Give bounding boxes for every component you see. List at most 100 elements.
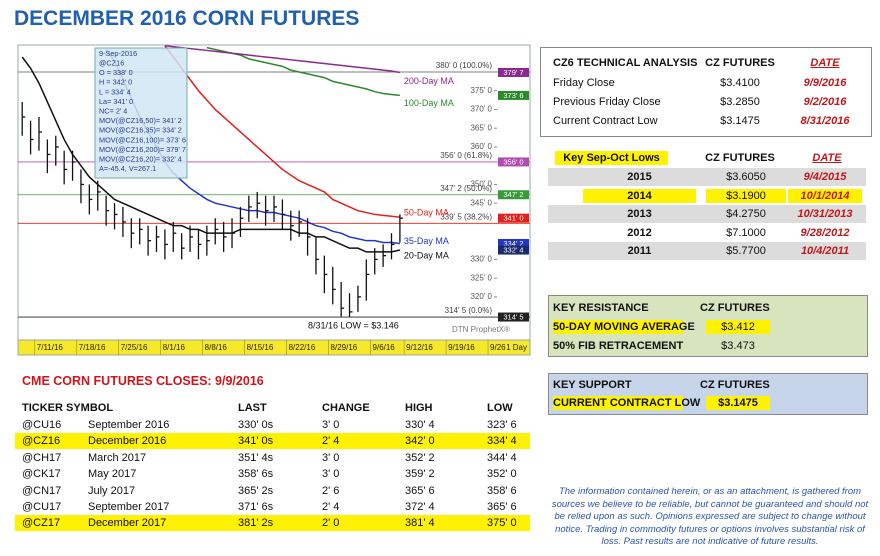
- x-tick-label: 7/25/16: [121, 343, 148, 352]
- table-cell: $3.1900: [706, 188, 786, 203]
- price-flag-label: 347' 2: [503, 190, 523, 199]
- fib-label: 314' 5 (0.0%): [445, 306, 493, 315]
- table-cell: $3.1475: [720, 115, 760, 127]
- table-cell: 371' 6s: [238, 501, 274, 513]
- table-cell: 375' 0: [487, 517, 517, 530]
- table-cell: 2014: [583, 188, 696, 203]
- price-flag: [498, 157, 529, 167]
- table-cell: 352' 2: [405, 451, 435, 464]
- info-line: @CZ16: [99, 59, 124, 68]
- table-cell: $3.1475: [706, 396, 770, 410]
- moving-average-label: 35-Day MA: [404, 236, 449, 246]
- table-cell: 358' 6: [487, 484, 517, 497]
- table-cell: September 2016: [88, 419, 170, 431]
- table-cell: 2015: [627, 171, 652, 183]
- highlight-row: [15, 433, 530, 450]
- moving-average-label: 100-Day MA: [404, 98, 454, 108]
- table-cell: 359' 2: [405, 468, 435, 481]
- table-cell: 334' 4: [487, 435, 517, 448]
- price-flag-label: 332' 4: [503, 246, 523, 255]
- info-line: MOV(@CZ16,35)= 334' 2: [99, 126, 182, 135]
- fib-label: 356' 0 (61.8%): [440, 151, 492, 160]
- table-cell: 9/9/2016: [803, 77, 847, 89]
- y-tick-label: 320' 0: [470, 292, 492, 301]
- price-flag: [498, 238, 529, 248]
- table-cell: 330' 4: [405, 419, 435, 431]
- moving-average-label: 20-Day MA: [404, 250, 449, 260]
- table-cell: 2013: [627, 208, 652, 220]
- info-line: O = 338' 0: [99, 68, 133, 77]
- table-row-background: [548, 242, 866, 260]
- x-tick-label: 8/29/16: [331, 343, 358, 352]
- info-line: MOV(@CZ16,20)= 332' 4: [99, 155, 182, 164]
- table-header: DATE: [810, 57, 840, 69]
- table-cell: @CZ16: [22, 435, 61, 448]
- table-cell: 2011: [627, 245, 652, 257]
- closes-title: CME CORN FUTURES CLOSES: 9/9/2016: [22, 374, 264, 388]
- table-cell: 2012: [627, 226, 652, 239]
- x-tick-label: 9/6/16: [373, 343, 396, 352]
- table-cell: March 2017: [88, 451, 147, 464]
- table-cell: Current Contract Low: [553, 115, 658, 127]
- table-cell: 352' 0: [487, 468, 517, 481]
- table-cell: @CH17: [22, 451, 62, 464]
- y-tick-label: 345' 0: [470, 198, 492, 207]
- x-tick-label: 8/15/16: [247, 343, 274, 352]
- price-flag: [498, 213, 529, 223]
- table-cell: $3.473: [721, 340, 755, 352]
- table-cell: 3' 0: [322, 451, 340, 464]
- table-cell: @CZ17: [22, 517, 61, 530]
- table-header: CZ FUTURES: [700, 379, 770, 391]
- table-header: LOW: [487, 402, 513, 414]
- table-cell: $7.1000: [726, 226, 766, 239]
- price-flag: [498, 190, 529, 200]
- table-cell: $3.412: [706, 320, 770, 334]
- price-flag-label: 373' 6: [503, 91, 523, 100]
- table-cell: $4.2750: [726, 208, 766, 220]
- table-cell: 9/28/2012: [800, 226, 850, 239]
- table-cell: 358' 6s: [238, 468, 274, 481]
- table-cell: 365' 2s: [238, 484, 274, 497]
- table-cell: $3.4100: [720, 77, 760, 89]
- table-header: CHANGE: [322, 402, 370, 414]
- table-header: CZ6 TECHNICAL ANALYSIS: [553, 57, 698, 69]
- moving-average-label: 50-Day MA: [404, 208, 449, 218]
- table-cell: $5.7700: [726, 245, 766, 257]
- moving-average-line: [164, 45, 401, 74]
- table-header: LAST: [238, 402, 267, 414]
- table-cell: May 2017: [88, 468, 137, 481]
- x-tick-label: 8/22/16: [289, 343, 316, 352]
- table-header: Key Sep-Oct Lows: [555, 151, 668, 165]
- table-cell: $3.6050: [726, 171, 766, 183]
- price-flag-label: 356' 0: [503, 157, 523, 166]
- y-tick-label: 365' 0: [470, 123, 492, 132]
- y-tick-label: 370' 0: [470, 105, 492, 114]
- highlight-row: [15, 515, 530, 532]
- y-tick-label: 325' 0: [470, 273, 492, 282]
- table-cell: Friday Close: [553, 77, 615, 89]
- page-title: DECEMBER 2016 CORN FUTURES: [14, 7, 360, 30]
- y-tick-label: 375' 0: [470, 86, 492, 95]
- table-cell: 9/4/2015: [803, 171, 847, 183]
- table-cell: July 2017: [88, 484, 136, 497]
- x-tick-label: 8/1/16: [163, 343, 186, 352]
- low-annotation: 8/31/16 LOW = $3.146: [308, 320, 399, 330]
- price-flag: [498, 245, 529, 255]
- price-flag: [498, 67, 529, 77]
- table-header: CZ FUTURES: [705, 57, 775, 69]
- chart: 380' 0 (100.0%) 356' 0 (61.8%) 347' 2 (50.…: [17, 44, 531, 356]
- moving-average-label: 200-Day MA: [404, 76, 454, 86]
- info-line: 9-Sep-2016: [99, 49, 137, 58]
- table-cell: 50-DAY MOVING AVERAGE: [553, 320, 695, 334]
- fib-label: 339' 5 (38.2%): [440, 212, 492, 221]
- table-cell: 365' 6: [487, 501, 517, 513]
- table-cell: 9/2/2016: [803, 96, 847, 108]
- table-cell: 2' 0: [322, 517, 340, 530]
- table-cell: 323' 6: [487, 419, 517, 431]
- table-header: CZ FUTURES: [705, 152, 775, 164]
- table-cell: 330' 0s: [238, 419, 274, 431]
- disclaimer: The information contained herein, or as …: [551, 486, 869, 547]
- table-cell: 10/4/2011: [800, 245, 850, 257]
- info-line: MOV(@CZ16,100)= 373' 6: [99, 135, 186, 144]
